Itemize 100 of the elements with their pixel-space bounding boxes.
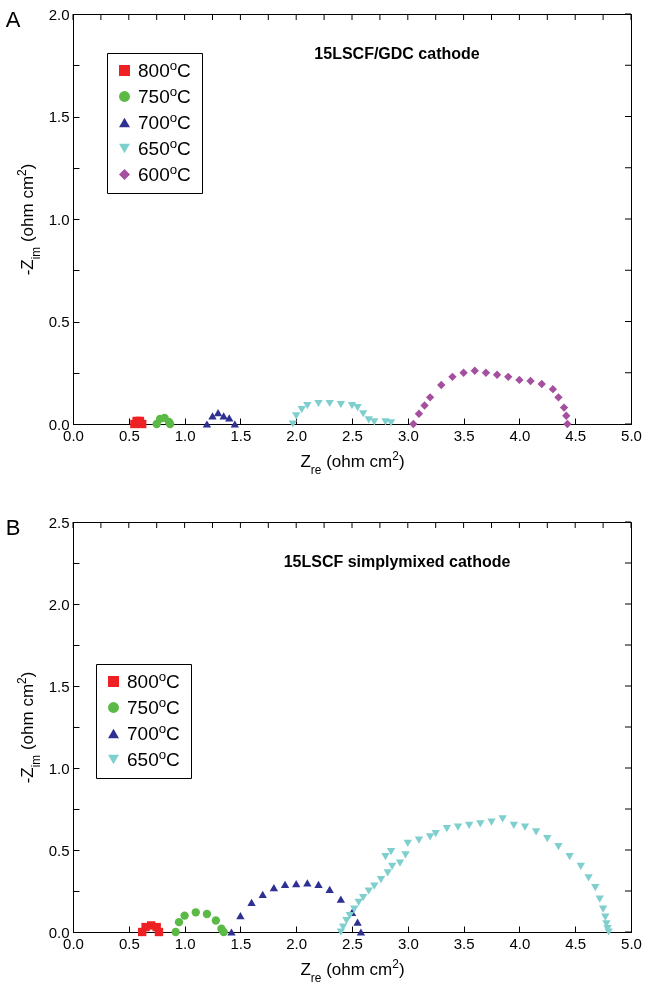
legend-label: 700$^{o}$C <box>127 720 180 744</box>
legend-label: 650$^{o}$C <box>138 135 191 159</box>
point <box>288 420 298 428</box>
point <box>227 928 236 936</box>
y-tick-label: 1.5 <box>48 108 70 125</box>
point <box>562 411 571 420</box>
point <box>431 829 440 838</box>
legend-label: 650$^{o}$C <box>127 746 180 770</box>
x-tick-label: 1.5 <box>230 934 252 952</box>
x-tick-label: 3.5 <box>453 934 475 952</box>
point <box>338 923 348 931</box>
point <box>425 833 435 841</box>
point <box>325 399 334 408</box>
point <box>554 843 563 851</box>
point <box>370 418 379 426</box>
point <box>554 393 563 402</box>
x-tick-label: 3.0 <box>397 426 419 444</box>
point <box>247 898 256 907</box>
x-tick-label: 5.0 <box>621 934 642 952</box>
x-tick-label: 0.5 <box>118 426 140 444</box>
point <box>537 379 546 389</box>
point <box>563 419 572 429</box>
point <box>354 898 363 907</box>
text: B <box>5 515 21 540</box>
point <box>297 406 306 414</box>
point <box>364 887 373 895</box>
x-tick-label: 2.5 <box>342 934 363 952</box>
point <box>526 376 535 386</box>
point <box>213 409 223 417</box>
point <box>509 821 518 830</box>
x-tick-label: 0.5 <box>118 934 140 952</box>
point <box>565 852 574 861</box>
point <box>342 916 351 925</box>
point <box>230 420 239 428</box>
point <box>191 908 200 917</box>
point <box>280 880 290 889</box>
point <box>325 885 334 893</box>
x-tick-label: 4.0 <box>509 934 531 952</box>
point <box>154 927 164 937</box>
point <box>225 414 234 422</box>
point <box>171 927 180 937</box>
point <box>202 909 212 919</box>
y-tick-label: 1.5 <box>48 677 70 695</box>
point <box>520 823 530 831</box>
point <box>202 420 212 428</box>
x-tick-label: 4.5 <box>565 934 587 952</box>
point <box>437 380 446 390</box>
point <box>515 375 524 385</box>
point <box>370 882 379 890</box>
point <box>180 911 189 920</box>
point <box>548 384 558 394</box>
point <box>401 851 410 859</box>
y-tick-label: 2.5 <box>48 513 70 531</box>
point <box>258 890 267 898</box>
point <box>208 412 217 420</box>
point <box>504 372 513 382</box>
point <box>465 821 474 830</box>
point <box>442 825 452 833</box>
point <box>381 418 390 426</box>
point <box>481 368 491 377</box>
x-tick-label: 3.0 <box>397 934 419 952</box>
x-tick-label: 2.0 <box>286 426 308 444</box>
point <box>386 848 396 856</box>
x-tick-label: 3.5 <box>453 426 475 444</box>
point <box>498 815 507 823</box>
x-tick-label: 1.5 <box>230 426 252 444</box>
y-tick-label: 1.0 <box>48 759 70 777</box>
point <box>453 823 463 831</box>
legend-label: 700$^{o}$C <box>138 109 191 133</box>
x-tick-label: 1.0 <box>174 426 196 444</box>
point <box>236 911 245 920</box>
x-axis-title: Z$_{re}$ (ohm cm$^{2}$) <box>300 448 405 477</box>
legend-label: 750$^{o}$C <box>138 83 191 107</box>
point <box>576 862 585 871</box>
point <box>364 416 373 424</box>
point <box>219 412 228 420</box>
point <box>381 852 390 861</box>
point <box>420 401 429 410</box>
point <box>414 409 424 418</box>
point <box>403 839 412 848</box>
legend-label: 800$^{o}$C <box>138 57 191 81</box>
point <box>353 918 362 926</box>
point <box>492 370 502 379</box>
y-tick-label: 2.0 <box>48 5 70 23</box>
point <box>336 895 346 903</box>
point <box>292 412 301 420</box>
point <box>345 911 354 920</box>
point <box>598 905 608 913</box>
point <box>425 393 435 402</box>
text: 15LSCF simplymixed cathode <box>283 553 511 570</box>
y-tick-label: 1.0 <box>48 210 70 228</box>
point <box>219 927 228 937</box>
point <box>559 403 569 412</box>
point <box>409 419 418 429</box>
point <box>414 836 424 844</box>
x-tick-label: 2.0 <box>286 934 308 952</box>
point <box>356 928 366 936</box>
y-tick-label: 0.5 <box>48 313 70 330</box>
point <box>358 410 368 418</box>
point <box>174 917 184 927</box>
